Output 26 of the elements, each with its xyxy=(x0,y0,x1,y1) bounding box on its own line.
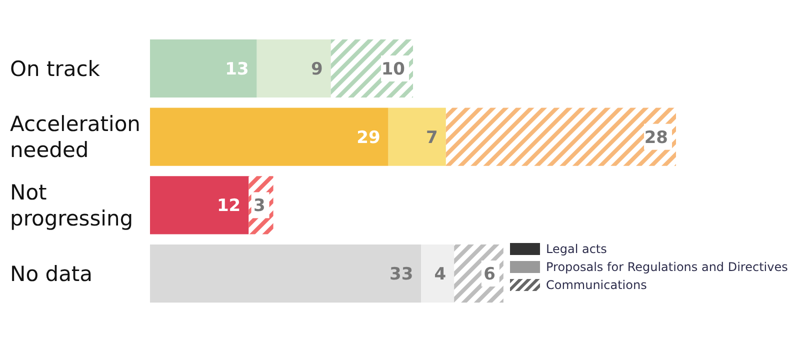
data-label: 28 xyxy=(644,128,668,148)
bar xyxy=(150,39,257,98)
y-tick-label: Acceleration needed xyxy=(10,112,140,162)
data-label: 3 xyxy=(253,196,266,216)
text: Proposals for Regulations and Directives xyxy=(546,260,788,274)
y-tick-label: No data xyxy=(10,262,93,286)
data-label: 7 xyxy=(426,128,438,148)
data-label: 13 xyxy=(225,59,249,80)
bar xyxy=(150,176,249,234)
text: Legal acts xyxy=(546,242,607,256)
bar xyxy=(256,39,331,98)
bar xyxy=(150,108,388,166)
data-label: 29 xyxy=(356,128,380,148)
data-label: 9 xyxy=(310,59,323,80)
data-label: 33 xyxy=(390,264,414,285)
bar xyxy=(150,244,422,303)
data-label: 10 xyxy=(381,59,406,80)
data-label: 4 xyxy=(434,264,446,285)
bar xyxy=(421,244,454,303)
y-tick-label: On track xyxy=(10,56,101,81)
y-tick-label: Not progressing xyxy=(10,180,134,231)
data-label: 12 xyxy=(216,196,241,216)
data-label: 6 xyxy=(484,264,496,285)
bar xyxy=(446,108,676,166)
bar xyxy=(388,108,446,166)
text: Communications xyxy=(546,278,647,292)
